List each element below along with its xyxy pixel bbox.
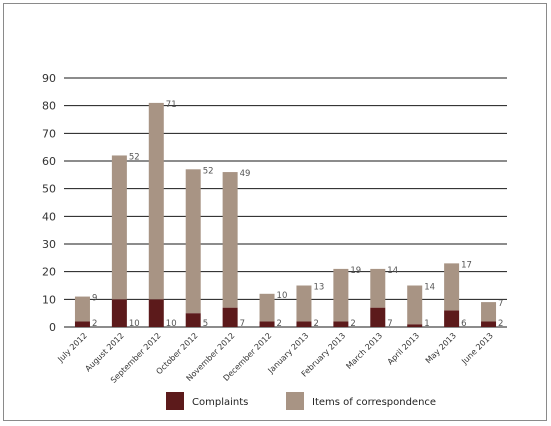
x-category-label: May 2013 bbox=[424, 331, 458, 365]
data-label-complaints: 10 bbox=[129, 319, 140, 329]
data-label-complaints: 10 bbox=[166, 319, 177, 329]
gridlines bbox=[64, 77, 507, 328]
data-label-complaints: 2 bbox=[313, 319, 318, 329]
bar-items-of-correspondence bbox=[259, 293, 275, 322]
data-label-items-of-correspondence: 19 bbox=[350, 266, 361, 276]
data-label-items-of-correspondence: 9 bbox=[92, 294, 97, 304]
y-tick-label: 70 bbox=[42, 127, 56, 140]
data-label-complaints: 1 bbox=[424, 319, 429, 329]
bar-complaints bbox=[407, 324, 423, 327]
chart-frame bbox=[3, 3, 547, 421]
bar-items-of-correspondence bbox=[222, 172, 238, 308]
data-label-items-of-correspondence: 14 bbox=[387, 266, 398, 276]
bar-complaints bbox=[74, 321, 90, 327]
bar-items-of-correspondence bbox=[111, 155, 127, 300]
bar-complaints bbox=[296, 321, 312, 327]
y-tick-label: 80 bbox=[42, 100, 56, 113]
bar-complaints bbox=[333, 321, 349, 327]
bars bbox=[74, 102, 497, 327]
bar-complaints bbox=[111, 299, 127, 327]
legend-swatch-items-of-correspondence bbox=[286, 392, 304, 410]
data-label-items-of-correspondence: 71 bbox=[166, 100, 177, 110]
legend-swatch-complaints bbox=[166, 392, 184, 410]
legend: Complaints Items of correspondence bbox=[166, 392, 436, 410]
data-label-items-of-correspondence: 10 bbox=[277, 291, 288, 301]
bar-complaints bbox=[444, 310, 460, 327]
x-category-label: March 2013 bbox=[344, 331, 384, 371]
bar-items-of-correspondence bbox=[407, 285, 423, 325]
data-label-items-of-correspondence: 13 bbox=[313, 283, 324, 293]
bar-complaints bbox=[259, 321, 275, 327]
data-label-items-of-correspondence: 14 bbox=[424, 283, 435, 293]
x-category-label: July 2012 bbox=[55, 331, 88, 364]
data-label-complaints: 2 bbox=[277, 319, 282, 329]
legend-label-items-of-correspondence: Items of correspondence bbox=[312, 397, 436, 408]
data-label-complaints: 6 bbox=[461, 319, 466, 329]
data-label-items-of-correspondence: 52 bbox=[129, 152, 140, 162]
bar-items-of-correspondence bbox=[333, 268, 349, 322]
bar-complaints bbox=[185, 313, 201, 327]
bar-items-of-correspondence bbox=[185, 169, 201, 314]
y-tick-label: 0 bbox=[49, 321, 56, 334]
y-tick-label: 50 bbox=[42, 183, 56, 196]
y-tick-label: 20 bbox=[42, 266, 56, 279]
y-tick-label: 10 bbox=[42, 293, 56, 306]
data-label-items-of-correspondence: 52 bbox=[203, 166, 214, 176]
bar-items-of-correspondence bbox=[444, 263, 460, 311]
data-label-complaints: 2 bbox=[498, 319, 503, 329]
data-label-complaints: 2 bbox=[350, 319, 355, 329]
bar-complaints bbox=[148, 299, 164, 327]
bar-items-of-correspondence bbox=[74, 296, 90, 322]
data-label-items-of-correspondence: 17 bbox=[461, 260, 472, 270]
x-category-label: April 2013 bbox=[386, 331, 421, 366]
bar-complaints bbox=[481, 321, 497, 327]
bar-items-of-correspondence bbox=[148, 102, 164, 300]
x-category-label: June 2013 bbox=[459, 331, 495, 367]
bar-complaints bbox=[370, 307, 386, 327]
y-tick-label: 30 bbox=[42, 238, 56, 251]
y-tick-label: 60 bbox=[42, 155, 56, 168]
bar-items-of-correspondence bbox=[370, 268, 386, 308]
y-tick-label: 90 bbox=[42, 72, 56, 85]
data-label-complaints: 7 bbox=[240, 319, 245, 329]
legend-label-complaints: Complaints bbox=[192, 397, 248, 408]
data-label-items-of-correspondence: 7 bbox=[498, 299, 503, 309]
bar-items-of-correspondence bbox=[481, 302, 497, 322]
data-label-items-of-correspondence: 49 bbox=[240, 169, 251, 179]
bar-complaints bbox=[222, 307, 238, 327]
data-label-complaints: 5 bbox=[203, 319, 208, 329]
data-label-complaints: 7 bbox=[387, 319, 392, 329]
bar-items-of-correspondence bbox=[296, 285, 312, 322]
data-labels: 2 9 10 52 10 71 5 52 7 49 2 10 2 13 2 19 7 14 1 14 6 17 2 7 bbox=[92, 100, 504, 329]
y-tick-label: 40 bbox=[42, 210, 56, 223]
y-axis-ticks: 0 10 20 30 40 50 60 70 80 90 bbox=[42, 72, 56, 334]
data-label-complaints: 2 bbox=[92, 319, 97, 329]
